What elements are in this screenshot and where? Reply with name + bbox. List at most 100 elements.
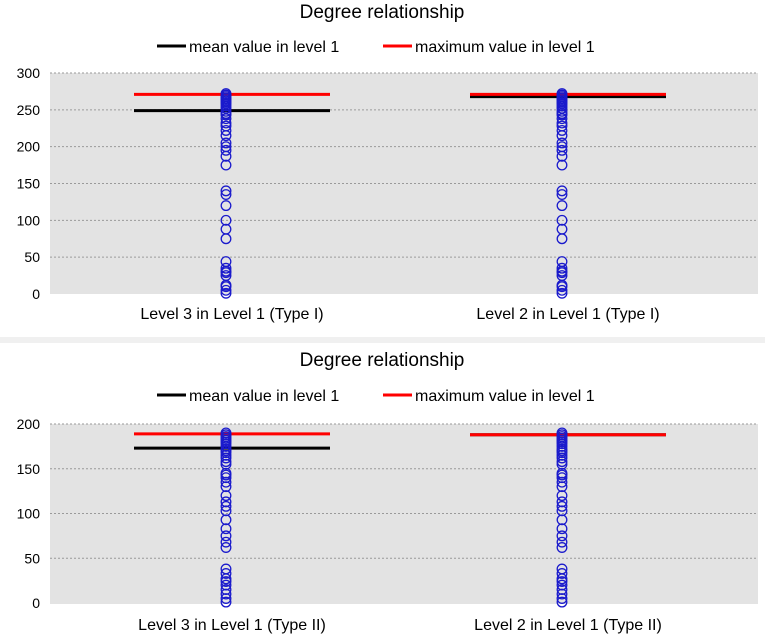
data-point bbox=[556, 141, 568, 153]
data-point bbox=[556, 563, 568, 575]
chart-panel-type-i: Degree relationship mean value in level … bbox=[16, 2, 758, 323]
data-point bbox=[556, 270, 568, 282]
data-point bbox=[556, 467, 568, 479]
y-tick-label: 100 bbox=[17, 506, 41, 522]
data-point bbox=[556, 113, 568, 125]
chart-title: Degree relationship bbox=[300, 2, 465, 23]
data-point bbox=[220, 579, 232, 591]
data-point bbox=[556, 568, 568, 579]
data-point bbox=[220, 452, 232, 464]
data-point bbox=[556, 256, 568, 268]
y-tick-label: 150 bbox=[17, 461, 41, 477]
y-tick-label: 200 bbox=[17, 416, 41, 432]
gridlines bbox=[50, 423, 758, 559]
data-point bbox=[556, 284, 568, 296]
data-point bbox=[220, 141, 232, 153]
y-tick-label: 300 bbox=[17, 65, 41, 81]
data-point bbox=[556, 536, 568, 548]
data-point bbox=[220, 105, 232, 117]
data-point bbox=[556, 576, 568, 587]
legend-label-mean: mean value in level 1 bbox=[189, 39, 339, 56]
data-point bbox=[220, 214, 232, 226]
legend-label-max: maximum value in level 1 bbox=[415, 39, 595, 56]
data-point bbox=[220, 189, 232, 201]
data-point bbox=[556, 105, 568, 117]
data-point bbox=[556, 159, 568, 171]
data-point bbox=[556, 144, 568, 156]
y-tick-label: 200 bbox=[17, 139, 41, 155]
data-point bbox=[220, 476, 232, 488]
data-point bbox=[220, 467, 232, 479]
y-axis: 0 50 100 150 200 bbox=[17, 416, 41, 611]
data-point bbox=[220, 496, 232, 508]
data-point bbox=[556, 452, 568, 464]
data-point bbox=[556, 514, 568, 526]
data-point bbox=[220, 270, 232, 282]
data-point bbox=[220, 563, 232, 575]
data-point bbox=[220, 576, 232, 587]
data-point bbox=[556, 120, 568, 132]
y-tick-label: 150 bbox=[17, 176, 41, 192]
data-point bbox=[556, 287, 568, 299]
data-point bbox=[556, 449, 568, 461]
data-point bbox=[220, 427, 232, 439]
data-point bbox=[556, 523, 568, 535]
data-point bbox=[220, 542, 232, 553]
data-point bbox=[220, 113, 232, 125]
y-axis: 0 50 100 150 200 250 300 bbox=[17, 65, 41, 302]
chart-title: Degree relationship bbox=[300, 350, 465, 371]
data-marks bbox=[134, 427, 666, 608]
data-point bbox=[556, 137, 568, 149]
data-point bbox=[556, 588, 568, 600]
data-point bbox=[556, 500, 568, 512]
data-point bbox=[220, 287, 232, 299]
data-point bbox=[220, 88, 232, 100]
data-point bbox=[220, 284, 232, 296]
data-point bbox=[556, 125, 568, 136]
data-point bbox=[220, 500, 232, 512]
chart-type-ii: Degree relationship mean value in level … bbox=[17, 350, 758, 634]
y-tick-label: 250 bbox=[17, 102, 41, 118]
data-point bbox=[556, 185, 568, 197]
data-point bbox=[220, 256, 232, 268]
data-point bbox=[556, 579, 568, 591]
data-point bbox=[220, 120, 232, 132]
data-point bbox=[556, 505, 568, 517]
y-tick-label: 0 bbox=[32, 595, 40, 611]
data-point bbox=[556, 542, 568, 553]
data-point bbox=[220, 472, 232, 484]
data-point bbox=[220, 530, 232, 542]
category-label-2: Level 2 in Level 1 (Type I) bbox=[476, 306, 659, 323]
panel-divider bbox=[0, 337, 765, 343]
data-point bbox=[220, 481, 232, 493]
data-point bbox=[220, 593, 232, 604]
data-point bbox=[220, 200, 232, 212]
data-point bbox=[556, 262, 568, 274]
data-point bbox=[556, 476, 568, 488]
data-point bbox=[556, 456, 568, 468]
data-point bbox=[220, 588, 232, 600]
data-point bbox=[556, 214, 568, 226]
data-point bbox=[556, 427, 568, 439]
chart-type-i: Degree relationship mean value in level … bbox=[17, 2, 758, 323]
data-point bbox=[220, 185, 232, 197]
data-point bbox=[220, 262, 232, 274]
data-point bbox=[556, 88, 568, 100]
data-point bbox=[220, 443, 232, 455]
data-point bbox=[556, 496, 568, 508]
data-point bbox=[556, 596, 568, 608]
data-point bbox=[220, 223, 232, 235]
data-point bbox=[220, 125, 232, 136]
category-label-2: Level 2 in Level 1 (Type II) bbox=[474, 617, 662, 634]
data-point bbox=[556, 223, 568, 235]
data-point bbox=[556, 530, 568, 542]
y-tick-label: 50 bbox=[24, 550, 40, 566]
legend: mean value in level 1 maximum value in l… bbox=[157, 388, 595, 405]
y-tick-label: 50 bbox=[24, 249, 40, 265]
y-tick-label: 100 bbox=[17, 212, 41, 228]
data-point bbox=[556, 189, 568, 201]
data-point bbox=[220, 596, 232, 608]
data-point bbox=[220, 159, 232, 171]
y-tick-label: 0 bbox=[32, 286, 40, 302]
data-point bbox=[220, 144, 232, 156]
